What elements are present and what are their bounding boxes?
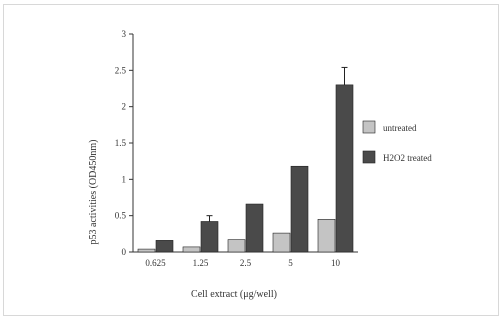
- bar-treated-2.5: [245, 203, 264, 253]
- x-tick-label: 5: [288, 258, 293, 268]
- bar-treated-5: [290, 165, 309, 253]
- bars: [137, 66, 354, 253]
- x-tick-label: 10: [331, 258, 341, 268]
- y-axis-title: p53 activities (OD450nm): [88, 140, 99, 245]
- legend-label-treated: H2O2 treated: [383, 153, 432, 163]
- y-axis-ticks: 0 0.5 1 1.5 2 2.5 3: [115, 29, 133, 257]
- x-tick-label: 0.625: [145, 258, 166, 268]
- figure-frame: [3, 4, 499, 316]
- legend-label-untreated: untreated: [383, 123, 417, 133]
- legend-swatch-untreated: [362, 120, 376, 134]
- y-tick-label: 0.5: [115, 211, 127, 221]
- bar-untreated-2.5: [227, 239, 246, 253]
- y-tick-label: 1.5: [115, 138, 127, 148]
- y-tick-label: 3: [122, 29, 127, 39]
- x-tick-label: 2.5: [240, 258, 252, 268]
- x-axis-ticks: 0.625 1.25 2.5 5 10: [145, 258, 340, 268]
- y-tick-label: 0: [122, 247, 127, 257]
- legend: untreated H2O2 treated: [362, 120, 432, 164]
- y-tick-label: 1: [122, 174, 127, 184]
- bar-untreated-10: [317, 219, 336, 253]
- bar-untreated-5: [272, 232, 291, 253]
- y-tick-label: 2: [122, 102, 127, 112]
- x-axis-title: Cell extract (μg/well): [191, 289, 277, 300]
- bar-treated-10: [335, 84, 354, 253]
- bar-treated-1.25: [200, 221, 219, 253]
- bar-treated-0.625: [155, 240, 174, 253]
- bar-untreated-0.625: [137, 248, 156, 253]
- bar-untreated-1.25: [182, 246, 201, 253]
- y-tick-label: 2.5: [115, 65, 127, 75]
- legend-swatch-treated: [362, 150, 376, 164]
- x-tick-label: 1.25: [193, 258, 209, 268]
